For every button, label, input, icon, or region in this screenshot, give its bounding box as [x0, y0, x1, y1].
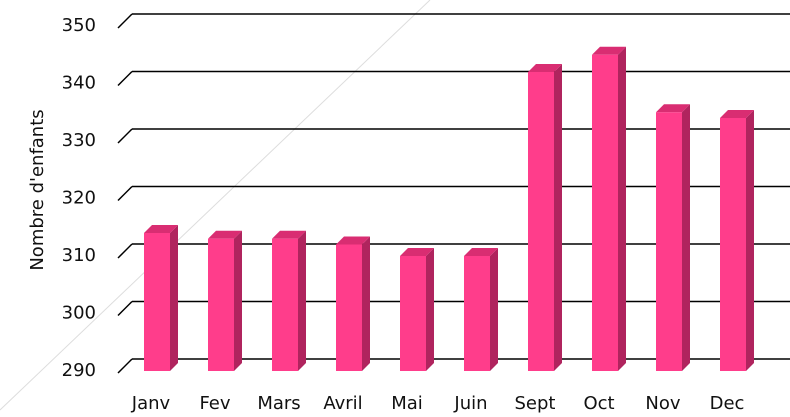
- decoration: [0, 0, 431, 411]
- bar-top: [656, 104, 690, 113]
- bar: [464, 256, 490, 371]
- y-tick-label: 290: [62, 360, 96, 381]
- grid-line: [117, 243, 133, 259]
- y-tick-label: 310: [62, 245, 96, 266]
- bar: [144, 233, 170, 371]
- bar: [528, 72, 554, 371]
- grid-line: [117, 185, 133, 202]
- x-tick-label: Oct: [583, 393, 614, 414]
- bar-side: [170, 225, 178, 371]
- x-tick-label: Juin: [453, 393, 487, 414]
- bar-side: [426, 248, 434, 371]
- bar: [592, 54, 618, 371]
- x-tick-label: Mars: [257, 393, 300, 414]
- bar: [400, 256, 426, 371]
- y-tick-label: 340: [62, 73, 96, 94]
- bar-top: [272, 230, 306, 239]
- grid-line: [117, 13, 133, 29]
- bar-top: [528, 64, 562, 72]
- x-tick-label: Mai: [391, 393, 423, 414]
- y-tick-label: 350: [62, 15, 96, 36]
- y-tick-label: 330: [62, 130, 96, 151]
- x-tick-label: Nov: [645, 393, 680, 414]
- grid-line: [117, 358, 133, 374]
- y-axis-label: Nombre d'enfants: [27, 109, 48, 270]
- grid-line: [117, 128, 133, 144]
- bar-side: [362, 236, 370, 371]
- bar-side: [554, 64, 562, 371]
- bar: [656, 112, 682, 371]
- bar-top: [592, 46, 626, 55]
- x-tick-label: Janv: [131, 393, 171, 414]
- bar: [208, 238, 234, 371]
- bar-top: [464, 248, 498, 256]
- x-tick-label: Sept: [515, 393, 556, 414]
- y-tick-label: 320: [62, 188, 96, 209]
- bar-side: [618, 46, 626, 371]
- x-tick-label: Dec: [710, 393, 745, 414]
- bar-side: [682, 104, 690, 371]
- bar: [336, 244, 362, 371]
- x-tick-label: Fev: [199, 393, 230, 414]
- bar-top: [144, 225, 178, 233]
- grid-line: [117, 300, 133, 317]
- bar-top: [208, 230, 242, 239]
- x-tick-label: Avril: [323, 393, 362, 414]
- bar: [272, 238, 298, 371]
- bar-top: [336, 236, 370, 245]
- bar-side: [490, 248, 498, 371]
- bar-top: [720, 110, 754, 118]
- bar-side: [746, 110, 754, 371]
- y-tick-label: 300: [62, 303, 96, 324]
- bar: [720, 118, 746, 371]
- bar-top: [400, 248, 434, 256]
- grid-line: [117, 70, 133, 87]
- bar-side: [298, 230, 306, 371]
- bar-side: [234, 230, 242, 371]
